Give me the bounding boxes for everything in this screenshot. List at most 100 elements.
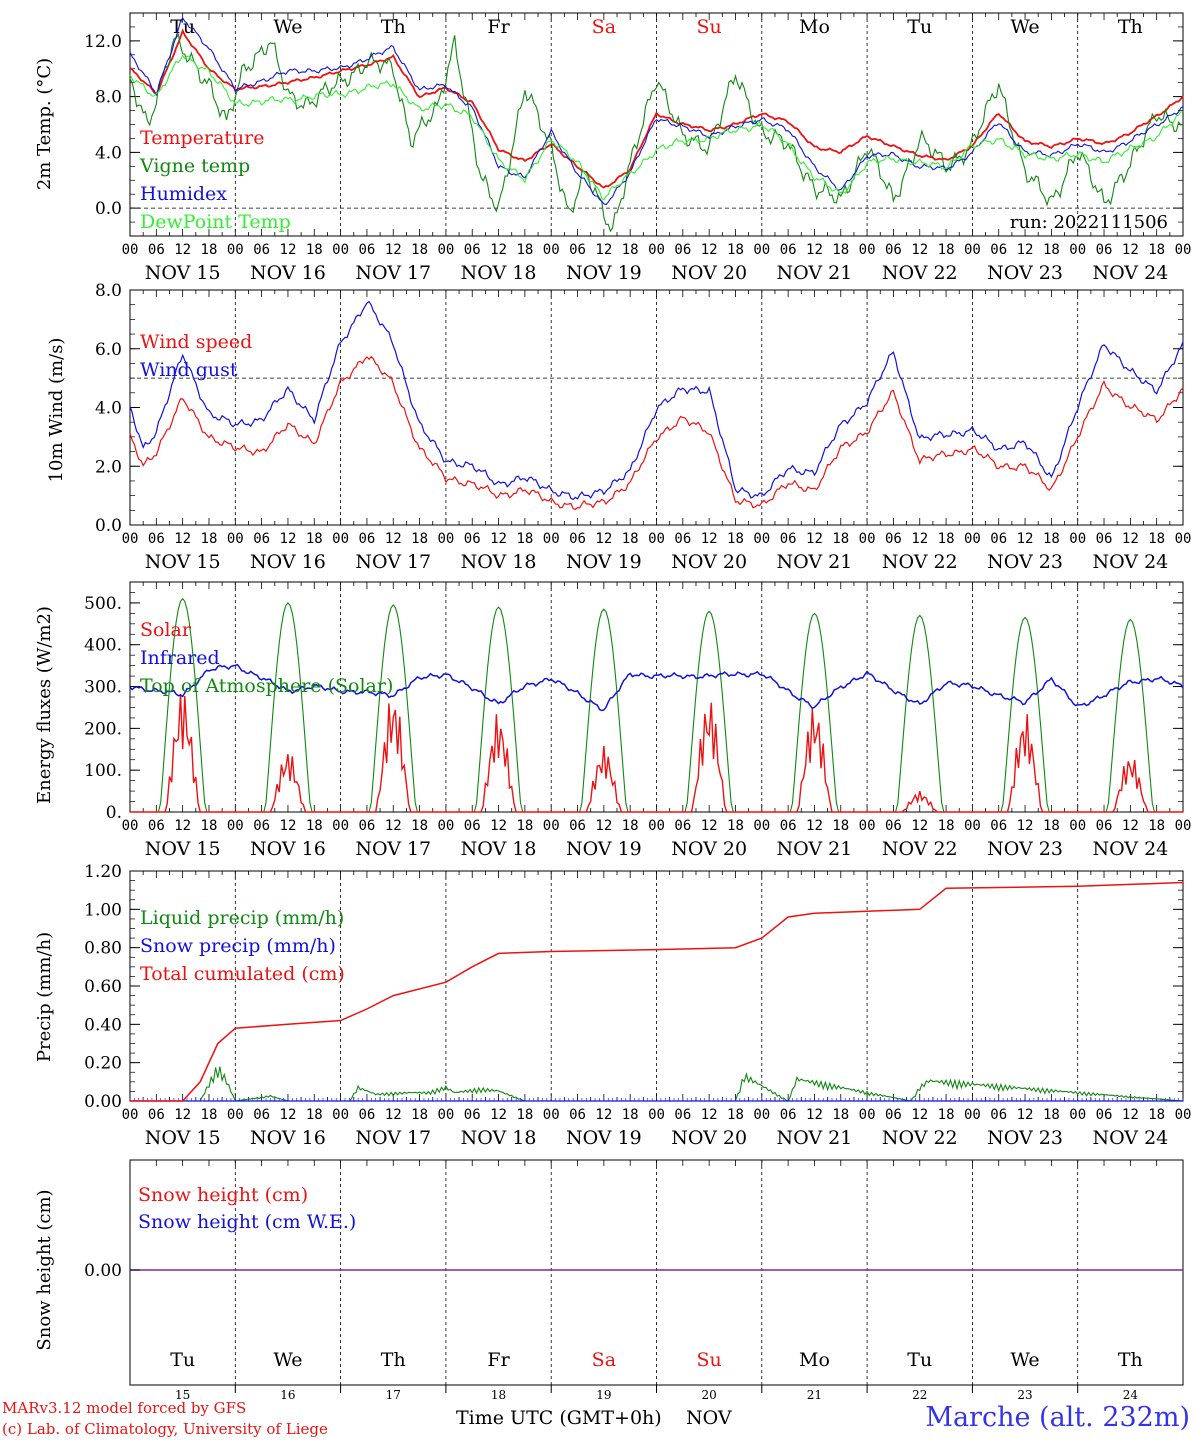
legend-entry: Top of Atmosphere (Solar) bbox=[140, 675, 393, 697]
date-label: NOV 24 bbox=[1092, 551, 1168, 573]
hour-label: 12 bbox=[1017, 818, 1034, 834]
series-solar bbox=[130, 693, 1183, 813]
day-name-bottom: Tu bbox=[907, 1349, 932, 1371]
hour-label: 12 bbox=[595, 818, 612, 834]
y-axis-title: 10m Wind (m/s) bbox=[46, 338, 67, 483]
y-tick-label: 6.0 bbox=[95, 340, 122, 360]
panel-5: 0.00 Snow height (cm) Snow height (cm W.E.… bbox=[34, 1159, 1184, 1402]
hour-label: 00 bbox=[332, 1107, 349, 1123]
hour-label: 12 bbox=[280, 1107, 297, 1123]
y-tick-label: 4.0 bbox=[95, 399, 122, 419]
hour-label: 00 bbox=[437, 531, 454, 547]
y-tick-label: 500. bbox=[84, 594, 122, 614]
day-name-bottom: We bbox=[273, 1349, 302, 1371]
hour-label: 12 bbox=[174, 242, 191, 258]
hour-label: 00 bbox=[543, 818, 560, 834]
y-tick-label: 8.0 bbox=[95, 88, 122, 108]
hour-label: 06 bbox=[780, 818, 797, 834]
hour-label: 06 bbox=[780, 531, 797, 547]
date-label: NOV 24 bbox=[1092, 262, 1168, 284]
day-number: 19 bbox=[596, 1388, 611, 1402]
legend-entry: Snow height (cm W.E.) bbox=[138, 1211, 356, 1233]
hour-label: 18 bbox=[622, 818, 639, 834]
y-tick-label: 100. bbox=[84, 761, 122, 781]
x-axis-title: Time UTC (GMT+0h) bbox=[456, 1407, 662, 1429]
day-number: 18 bbox=[491, 1388, 506, 1402]
hour-label: 12 bbox=[806, 531, 823, 547]
date-label: NOV 24 bbox=[1092, 1127, 1168, 1149]
hour-label: 06 bbox=[674, 818, 691, 834]
hour-label: 12 bbox=[595, 531, 612, 547]
hour-label: 12 bbox=[280, 531, 297, 547]
hour-label: 00 bbox=[1175, 242, 1192, 258]
hour-label: 00 bbox=[227, 1107, 244, 1123]
hour-label: 06 bbox=[148, 1107, 165, 1123]
legend-entry: Infrared bbox=[140, 647, 220, 669]
date-label: NOV 18 bbox=[461, 262, 537, 284]
date-label: NOV 24 bbox=[1092, 838, 1168, 860]
hour-label: 18 bbox=[622, 531, 639, 547]
hour-label: 06 bbox=[885, 242, 902, 258]
hour-label: 18 bbox=[516, 531, 533, 547]
hour-label: 00 bbox=[859, 818, 876, 834]
run-label: run: 2022111506 bbox=[1010, 212, 1168, 233]
hour-label: 18 bbox=[201, 242, 218, 258]
hour-label: 06 bbox=[464, 242, 481, 258]
hour-label: 12 bbox=[911, 531, 928, 547]
hour-label: 18 bbox=[516, 818, 533, 834]
hour-label: 00 bbox=[227, 818, 244, 834]
hour-label: 12 bbox=[385, 242, 402, 258]
hour-label: 00 bbox=[1175, 1107, 1192, 1123]
y-axis-title: Energy fluxes (W/m2) bbox=[34, 606, 55, 804]
hour-label: 18 bbox=[306, 1107, 323, 1123]
hour-label: 00 bbox=[543, 531, 560, 547]
series-dewpoint-temp bbox=[129, 54, 1184, 201]
date-label: NOV 16 bbox=[250, 838, 326, 860]
hour-label: 06 bbox=[253, 818, 270, 834]
hour-label: 18 bbox=[622, 242, 639, 258]
hour-label: 12 bbox=[701, 1107, 718, 1123]
hour-label: 00 bbox=[648, 1107, 665, 1123]
hour-label: 18 bbox=[411, 242, 428, 258]
hour-label: 00 bbox=[437, 1107, 454, 1123]
hour-label: 18 bbox=[727, 242, 744, 258]
hour-label: 18 bbox=[938, 242, 955, 258]
hour-label: 18 bbox=[201, 818, 218, 834]
y-tick-label: 12.0 bbox=[84, 32, 122, 52]
hour-label: 12 bbox=[1017, 1107, 1034, 1123]
hour-label: 12 bbox=[280, 818, 297, 834]
hour-label: 06 bbox=[990, 1107, 1007, 1123]
hour-label: 00 bbox=[964, 531, 981, 547]
date-label: NOV 19 bbox=[566, 1127, 642, 1149]
station-label: Marche (alt. 232m) bbox=[925, 1402, 1190, 1433]
y-tick-label: 8.0 bbox=[95, 281, 122, 301]
date-label: NOV 16 bbox=[250, 262, 326, 284]
hour-label: 00 bbox=[1069, 531, 1086, 547]
hour-label: 18 bbox=[938, 531, 955, 547]
hour-label: 00 bbox=[543, 1107, 560, 1123]
y-axis-title: 2m Temp. (°C) bbox=[34, 58, 55, 190]
hour-label: 12 bbox=[385, 1107, 402, 1123]
date-label: NOV 21 bbox=[777, 551, 853, 573]
hour-label: 00 bbox=[648, 242, 665, 258]
legend-entry: Snow precip (mm/h) bbox=[140, 935, 336, 957]
hour-label: 00 bbox=[332, 242, 349, 258]
hour-label: 12 bbox=[701, 818, 718, 834]
hour-label: 12 bbox=[701, 531, 718, 547]
day-name-top: Th bbox=[381, 16, 406, 38]
y-tick-label: 0.80 bbox=[84, 939, 122, 959]
hour-label: 00 bbox=[122, 1107, 139, 1123]
hour-label: 18 bbox=[516, 1107, 533, 1123]
hour-label: 18 bbox=[411, 531, 428, 547]
day-number: 20 bbox=[702, 1388, 717, 1402]
hour-label: 18 bbox=[832, 531, 849, 547]
date-label: NOV 19 bbox=[566, 262, 642, 284]
y-tick-label: 0. bbox=[106, 803, 122, 823]
hour-label: 06 bbox=[569, 1107, 586, 1123]
series-infrared bbox=[129, 663, 1184, 712]
legend-entry: Liquid precip (mm/h) bbox=[140, 907, 344, 929]
hour-label: 18 bbox=[1043, 531, 1060, 547]
hour-label: 12 bbox=[174, 1107, 191, 1123]
hour-label: 06 bbox=[253, 242, 270, 258]
